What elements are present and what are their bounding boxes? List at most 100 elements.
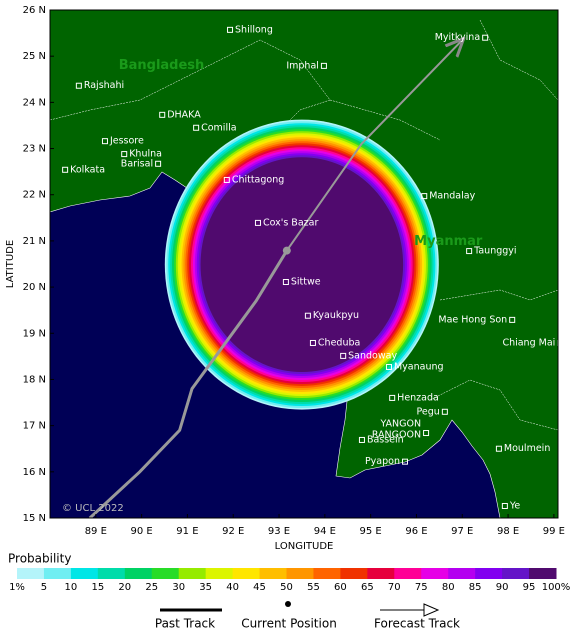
place-marker (254, 219, 261, 226)
region-label: Myanmar (414, 234, 483, 249)
x-tick-label: 93 E (268, 526, 290, 537)
legend-swatch (124, 568, 153, 579)
legend-level-label: 80 (442, 582, 455, 593)
legend-level-label: 25 (145, 582, 158, 593)
place-marker (557, 339, 558, 346)
legend-level-label: 95 (523, 582, 536, 593)
place-marker (501, 502, 508, 509)
place-marker (423, 430, 430, 437)
legend-level-label: 85 (469, 582, 482, 593)
place-label: Myanaung (394, 361, 444, 372)
legend-level-label: 40 (226, 582, 239, 593)
basemap: Bangladesh Myanmar Shillong Myitkyina Imphal… (50, 10, 558, 518)
borders (50, 19, 558, 431)
forecast-arrow-key (423, 603, 440, 617)
probability-swath (164, 119, 439, 410)
x-tick-label: 90 E (130, 526, 152, 537)
place-label: Sandoway (348, 350, 397, 361)
place-marker (309, 339, 316, 346)
region-label: Bangladesh (119, 58, 205, 73)
legend-level-label: 15 (91, 582, 104, 593)
y-tick-label: 25 N (23, 51, 46, 62)
y-tick-label: 17 N (23, 421, 46, 432)
legend-swatch (448, 568, 476, 579)
place-marker (421, 193, 428, 200)
place-label: Sittwe (291, 277, 321, 288)
place-marker (466, 248, 473, 255)
legend-level-label: 20 (118, 582, 131, 593)
legend-level-label: 75 (415, 582, 428, 593)
legend-past: Past Track (155, 617, 215, 631)
place-label: Moulmein (504, 443, 550, 454)
place-label: Imphal (286, 60, 319, 71)
place-marker (101, 138, 108, 145)
place-label: Rajshahi (84, 80, 124, 91)
x-tick-label: 97 E (451, 526, 473, 537)
x-tick-label: 89 E (85, 526, 107, 537)
legend-forecast: Forecast Track (374, 617, 460, 631)
place-marker (509, 316, 516, 323)
x-axis-label: LONGITUDE (275, 541, 334, 552)
legend-level-label: 30 (172, 582, 185, 593)
y-tick-label: 26 N (23, 5, 46, 16)
place-marker (193, 124, 200, 131)
place-marker (441, 408, 448, 415)
legend-level-label: 55 (307, 582, 320, 593)
place-marker (282, 279, 289, 286)
place-label: DHAKA (167, 109, 201, 120)
place-label: Chittagong (232, 174, 284, 185)
legend-swatch (97, 568, 126, 579)
place-marker (402, 458, 409, 465)
y-tick-label: 19 N (23, 328, 46, 339)
y-tick-label: 20 N (23, 282, 46, 293)
place-marker (358, 436, 365, 443)
legend-swatch (313, 568, 341, 579)
place-marker (227, 26, 234, 33)
legend-swatch (502, 568, 530, 579)
legend-swatch (178, 568, 207, 579)
legend-swatch (151, 568, 180, 579)
x-tick-label: 98 E (497, 526, 519, 537)
y-tick-label: 24 N (23, 97, 46, 108)
place-marker (320, 62, 327, 69)
place-marker (495, 445, 502, 452)
place-label: Henzada (397, 392, 439, 403)
place-label: YANGON (379, 419, 421, 430)
legend-swatch (17, 568, 45, 579)
x-tick-label: 92 E (222, 526, 244, 537)
place-label: Kolkata (70, 164, 105, 175)
legend-level-label: 1% (9, 582, 25, 593)
place-label: Mandalay (429, 191, 475, 202)
legend-level-label: 100% (542, 582, 571, 593)
place-marker (159, 111, 166, 118)
legend-level-label: 5 (41, 582, 47, 593)
legend-level-label: 45 (253, 582, 266, 593)
place-label: Shillong (235, 24, 273, 35)
place-marker (223, 176, 230, 183)
x-tick-label: 95 E (360, 526, 382, 537)
legend-title: Probability (8, 552, 71, 566)
probability-legend: 1% 5 10 15 20 25 30 35 40 45 50 55 60 65 70 75 80 85 90 95 1… (9, 568, 570, 593)
place-label: Cox's Bazar (263, 217, 319, 228)
place-marker (121, 151, 128, 158)
place-marker (385, 363, 392, 370)
place-label: Mae Hong Son (438, 314, 507, 325)
overlay: Bangladesh Myanmar Shillong Myitkyina Imphal… (62, 24, 558, 518)
legend-swatch (421, 568, 449, 579)
x-tick-label: 91 E (176, 526, 198, 537)
place-label: Taunggyi (473, 246, 516, 257)
legend-level-label: 70 (388, 582, 401, 593)
legend-swatch (475, 568, 503, 579)
x-tick-label: 99 E (543, 526, 565, 537)
place-label: Comilla (201, 122, 236, 133)
x-tick-label: 94 E (314, 526, 336, 537)
place-marker (304, 312, 311, 319)
legend-current: Current Position (241, 617, 337, 631)
place-marker (62, 166, 69, 173)
place-label: Bassein (367, 434, 404, 445)
legend-swatch (340, 568, 368, 579)
probability-ring (200, 157, 404, 373)
legend-level-label: 65 (361, 582, 374, 593)
